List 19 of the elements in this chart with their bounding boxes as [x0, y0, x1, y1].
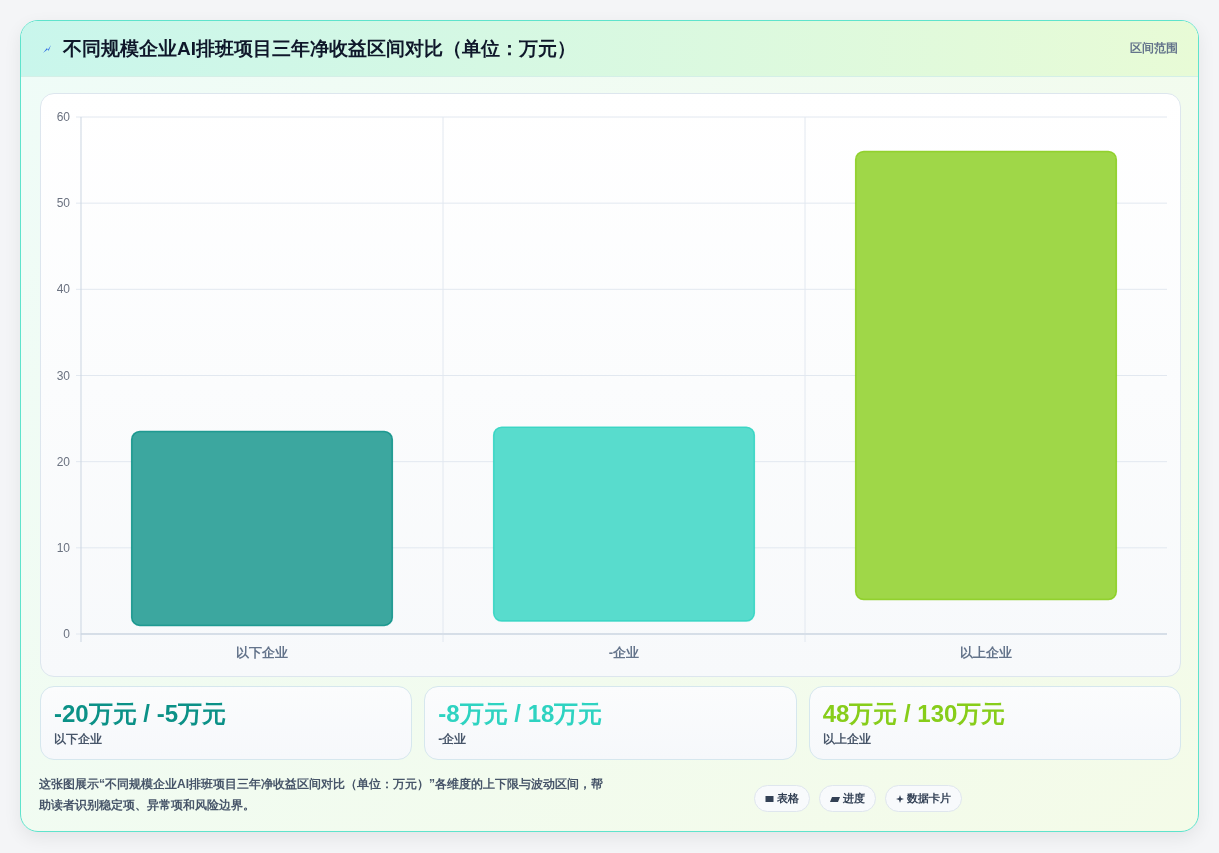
y-tick-label: 20 — [56, 454, 71, 469]
card: 48万元 / 130万元 以上企业 — [808, 686, 1181, 760]
y-tick-label: 10 — [56, 540, 71, 555]
chip: 进度 — [819, 785, 876, 812]
chip: 表格 — [754, 785, 810, 812]
x-tick-label: 以上企业 — [960, 645, 1012, 660]
chart-title: 不同规模企业AI排班项目三年净收益区间对比（单位：万元） — [63, 37, 576, 61]
card: -8万元 / 18万元 -企业 — [424, 686, 797, 760]
text: 区间范围 — [1130, 40, 1178, 56]
x-tick-label: -企业 — [608, 645, 640, 660]
x-tick-label: 以下企业 — [236, 645, 288, 660]
card: -20万元 / -5万元 以下企业 — [40, 686, 413, 760]
y-tick-label: 40 — [56, 282, 71, 297]
y-tick-label: 0 — [63, 627, 71, 641]
y-tick-label: 60 — [56, 110, 71, 124]
y-tick-label: 30 — [56, 368, 71, 383]
text: 这张图展示“不同规模企业AI排班项目三年净收益区间对比（单位：万元）”各维度的上下限与波动区间，帮助读者识别稳定项、异常项和风险边界。 — [39, 776, 604, 814]
chip: 数据卡片 — [885, 785, 962, 812]
y-tick-label: 50 — [56, 196, 71, 211]
